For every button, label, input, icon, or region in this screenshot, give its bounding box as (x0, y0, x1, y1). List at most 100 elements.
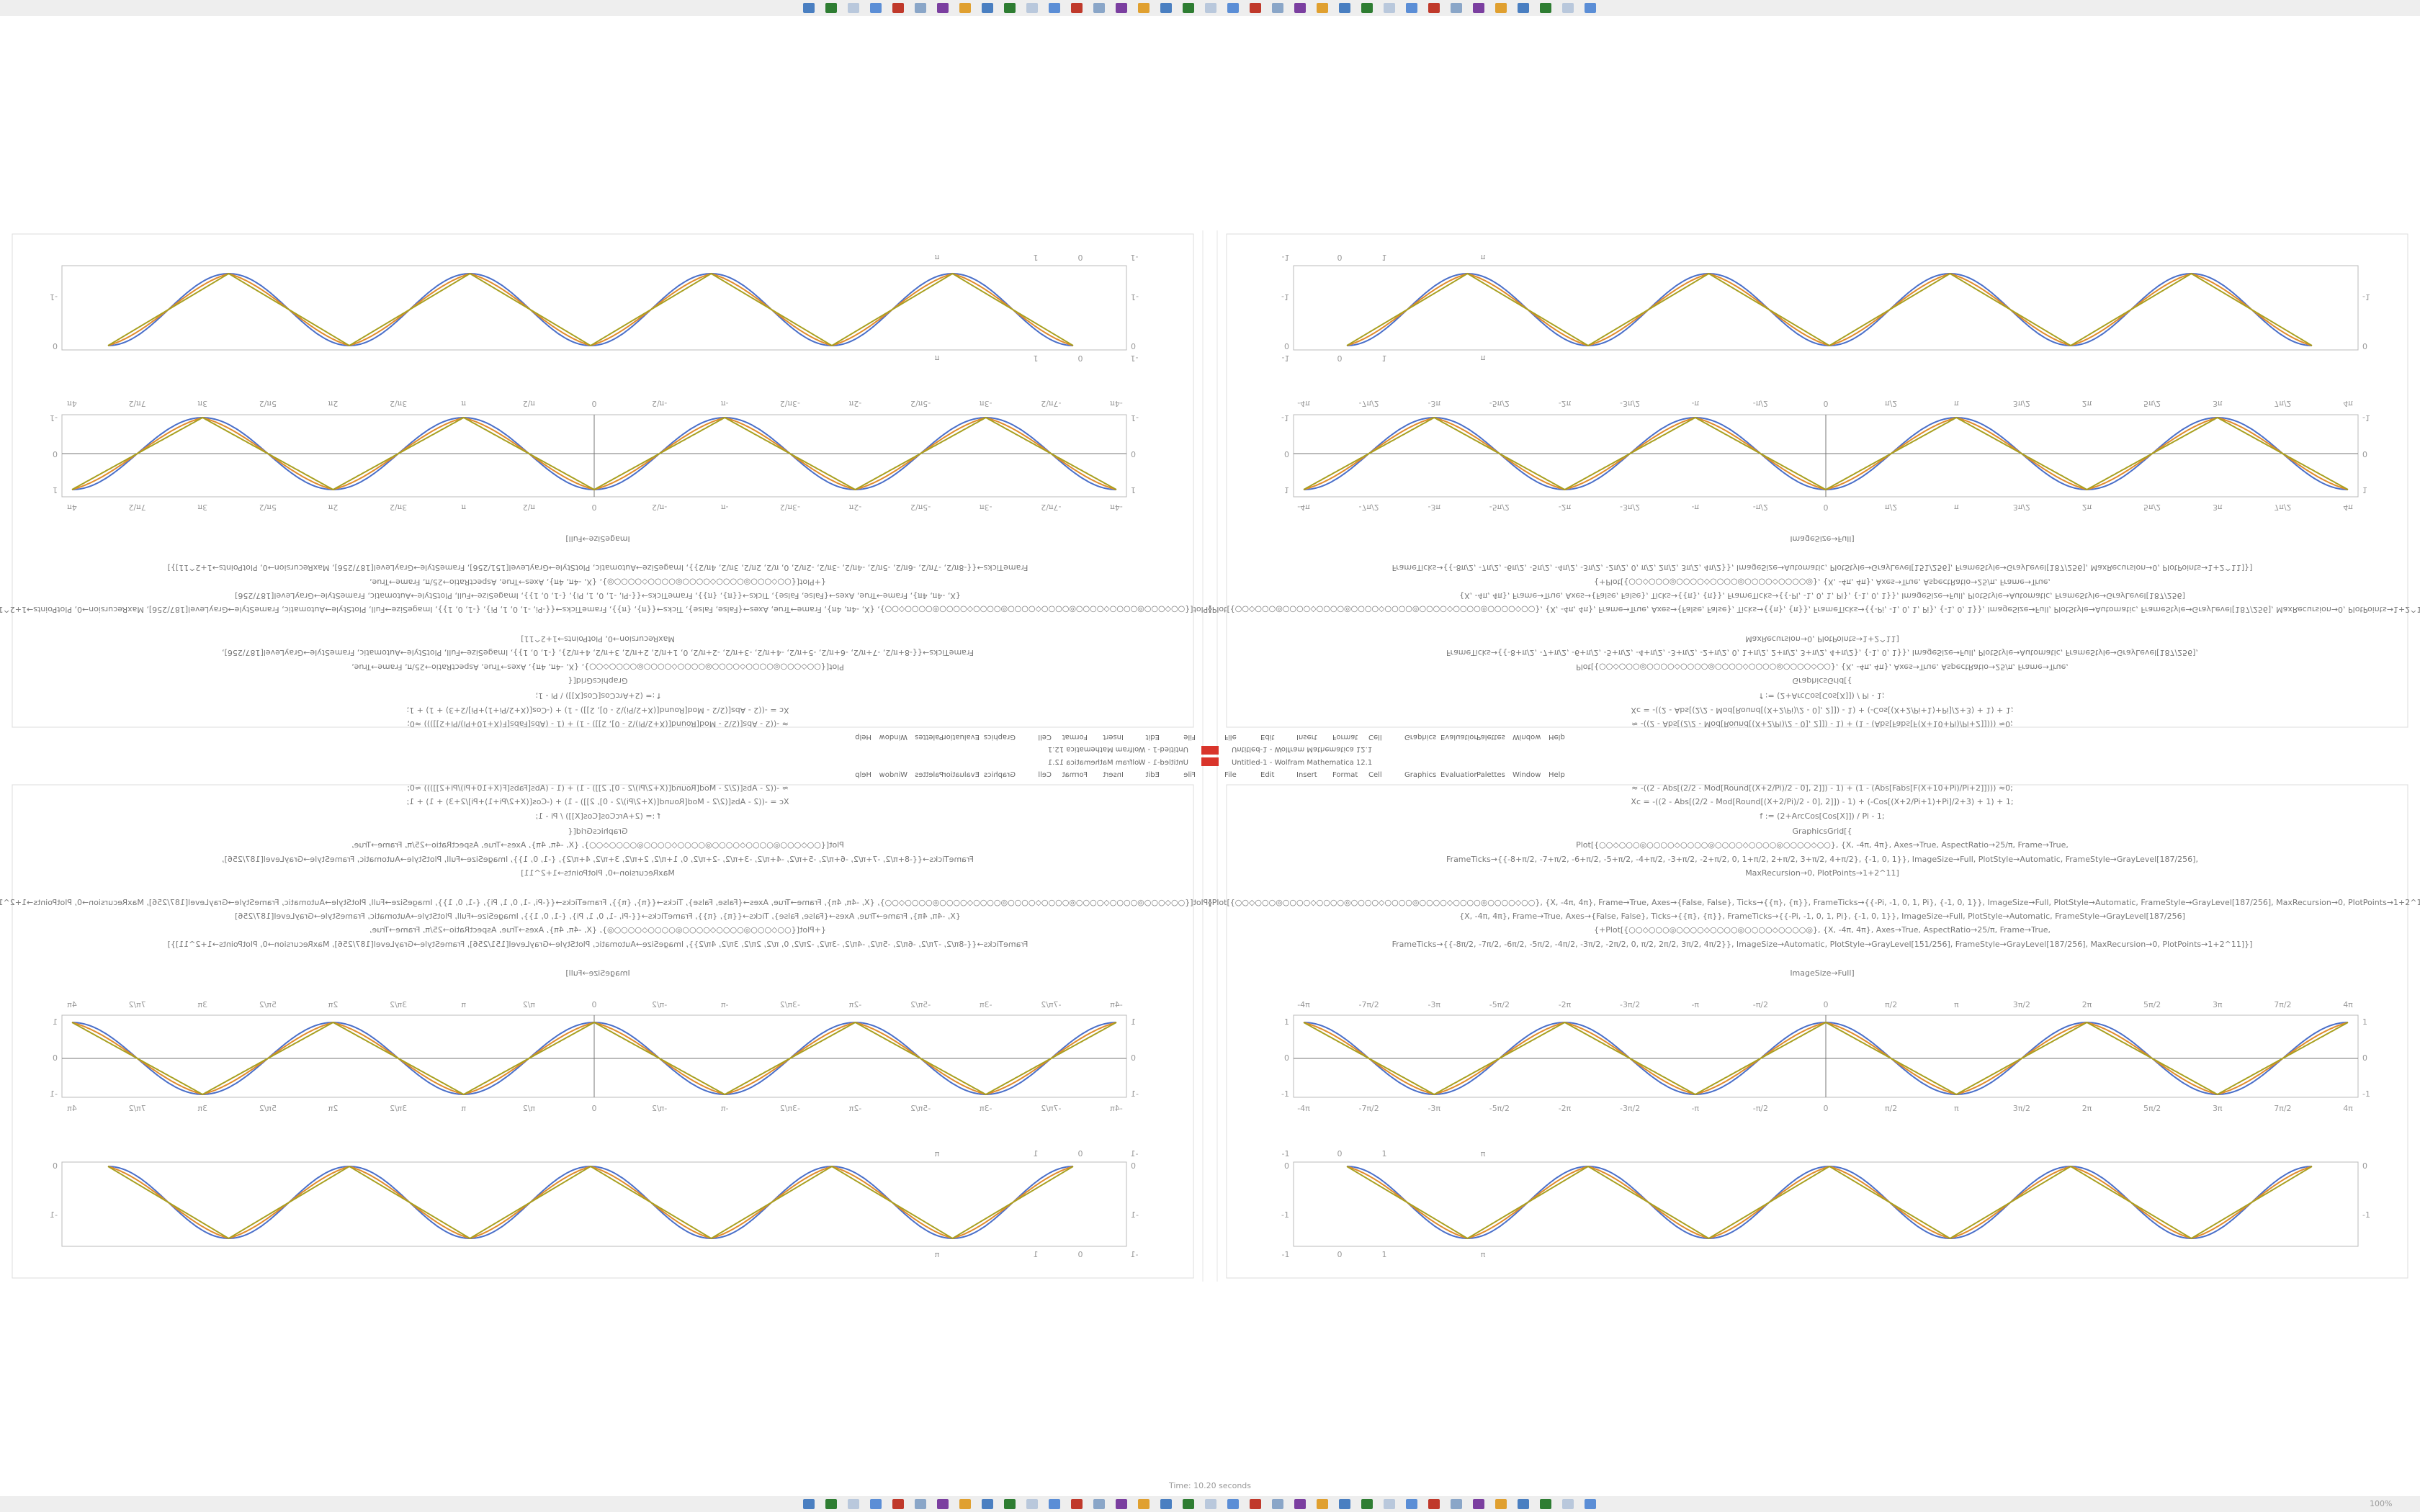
taskbar-icon[interactable] (937, 1499, 949, 1509)
taskbar-icon[interactable] (1272, 1499, 1283, 1509)
taskbar-icon[interactable] (915, 3, 926, 13)
menu-item[interactable]: Insert (1296, 733, 1317, 741)
taskbar-icon[interactable] (803, 1499, 815, 1509)
taskbar-icon[interactable] (1473, 1499, 1484, 1509)
menu-item[interactable]: Help (855, 733, 871, 741)
menu-item[interactable]: Insert (1103, 733, 1124, 741)
menu-item[interactable]: Evaluation (941, 733, 980, 741)
taskbar-icon[interactable] (892, 3, 904, 13)
taskbar-icon[interactable] (1495, 3, 1507, 13)
taskbar-icon[interactable] (1317, 3, 1328, 13)
taskbar-icon[interactable] (1562, 1499, 1574, 1509)
taskbar-icon[interactable] (1451, 1499, 1462, 1509)
menu-item[interactable]: Palettes (915, 771, 944, 779)
taskbar-icon[interactable] (1205, 1499, 1216, 1509)
taskbar-icon[interactable] (1116, 3, 1127, 13)
menu-item[interactable]: Format (1062, 733, 1088, 741)
taskbar-icon[interactable] (1250, 3, 1261, 13)
taskbar-icon[interactable] (1160, 3, 1172, 13)
menu-item[interactable]: Help (855, 771, 871, 779)
menu-item[interactable]: Cell (1038, 733, 1052, 741)
taskbar-icon[interactable] (982, 1499, 993, 1509)
menu-item[interactable]: Cell (1038, 771, 1052, 779)
taskbar-icon[interactable] (959, 3, 971, 13)
taskbar-icon[interactable] (1585, 1499, 1596, 1509)
taskbar-icon[interactable] (1428, 3, 1440, 13)
taskbar-icon[interactable] (1205, 3, 1216, 13)
taskbar-icon[interactable] (1406, 3, 1417, 13)
menu-item[interactable]: Format (1332, 771, 1358, 779)
taskbar-icon[interactable] (1071, 3, 1083, 13)
taskbar-icon[interactable] (803, 3, 815, 13)
close-button[interactable] (1210, 746, 1219, 755)
menu-item[interactable]: Help (1549, 733, 1565, 741)
taskbar-icon[interactable] (825, 1499, 837, 1509)
menu-item[interactable]: File (1224, 771, 1237, 779)
menu-item[interactable]: Graphics (1404, 771, 1436, 779)
taskbar-icon[interactable] (1518, 1499, 1529, 1509)
taskbar-icon[interactable] (1093, 3, 1105, 13)
taskbar-icon[interactable] (892, 1499, 904, 1509)
taskbar-icon[interactable] (870, 3, 882, 13)
taskbar-icon[interactable] (915, 1499, 926, 1509)
taskbar-icon[interactable] (1384, 3, 1395, 13)
menu-item[interactable]: Evaluation (941, 771, 980, 779)
taskbar-icon[interactable] (1004, 3, 1016, 13)
menu-item[interactable]: File (1224, 733, 1237, 741)
taskbar-icon[interactable] (1294, 1499, 1306, 1509)
menu-item[interactable]: Format (1062, 771, 1088, 779)
taskbar-icon[interactable] (1004, 1499, 1016, 1509)
taskbar-icon[interactable] (1116, 1499, 1127, 1509)
taskbar-icon[interactable] (1451, 3, 1462, 13)
taskbar-icon[interactable] (1540, 1499, 1551, 1509)
taskbar-icon[interactable] (1026, 1499, 1038, 1509)
close-button[interactable] (1201, 746, 1210, 755)
taskbar-icon[interactable] (1026, 3, 1038, 13)
taskbar-icon[interactable] (1049, 3, 1060, 13)
menu-item[interactable]: Insert (1296, 771, 1317, 779)
menu-item[interactable]: Window (879, 733, 908, 741)
taskbar-icon[interactable] (937, 3, 949, 13)
taskbar-icon[interactable] (1071, 1499, 1083, 1509)
menu-item[interactable]: Cell (1368, 771, 1382, 779)
menu-item[interactable]: File (1183, 771, 1196, 779)
taskbar-icon[interactable] (1495, 1499, 1507, 1509)
taskbar-icon[interactable] (1317, 1499, 1328, 1509)
menu-item[interactable]: Window (1512, 771, 1541, 779)
menu-item[interactable]: Graphics (984, 771, 1016, 779)
menu-item[interactable]: Graphics (984, 733, 1016, 741)
taskbar-icon[interactable] (1585, 3, 1596, 13)
menu-item[interactable]: Palettes (1476, 771, 1505, 779)
menu-item[interactable]: Palettes (915, 733, 944, 741)
taskbar-icon[interactable] (870, 1499, 882, 1509)
taskbar-icon[interactable] (1138, 1499, 1150, 1509)
taskbar-icon[interactable] (1294, 3, 1306, 13)
taskbar-icon[interactable] (848, 1499, 859, 1509)
close-button[interactable] (1210, 757, 1219, 766)
taskbar-icon[interactable] (1562, 3, 1574, 13)
menu-item[interactable]: Evaluation (1440, 733, 1479, 741)
taskbar-icon[interactable] (1518, 3, 1529, 13)
menu-item[interactable]: Insert (1103, 771, 1124, 779)
taskbar-icon[interactable] (982, 3, 993, 13)
taskbar-icon[interactable] (1138, 3, 1150, 13)
menu-item[interactable]: Window (879, 771, 908, 779)
close-button[interactable] (1201, 757, 1210, 766)
menu-item[interactable]: Edit (1146, 771, 1160, 779)
menu-item[interactable]: Graphics (1404, 733, 1436, 741)
taskbar-icon[interactable] (1406, 1499, 1417, 1509)
taskbar-icon[interactable] (1272, 3, 1283, 13)
menu-item[interactable]: Palettes (1476, 733, 1505, 741)
taskbar-icon[interactable] (1250, 1499, 1261, 1509)
menu-item[interactable]: Format (1332, 733, 1358, 741)
menu-item[interactable]: Window (1512, 733, 1541, 741)
menu-item[interactable]: Help (1549, 771, 1565, 779)
taskbar-icon[interactable] (1183, 1499, 1194, 1509)
menu-item[interactable]: Edit (1146, 733, 1160, 741)
taskbar-icon[interactable] (1227, 3, 1239, 13)
menu-item[interactable]: Cell (1368, 733, 1382, 741)
taskbar-icon[interactable] (1473, 3, 1484, 13)
taskbar-icon[interactable] (1227, 1499, 1239, 1509)
taskbar-icon[interactable] (1384, 1499, 1395, 1509)
menu-item[interactable]: File (1183, 733, 1196, 741)
